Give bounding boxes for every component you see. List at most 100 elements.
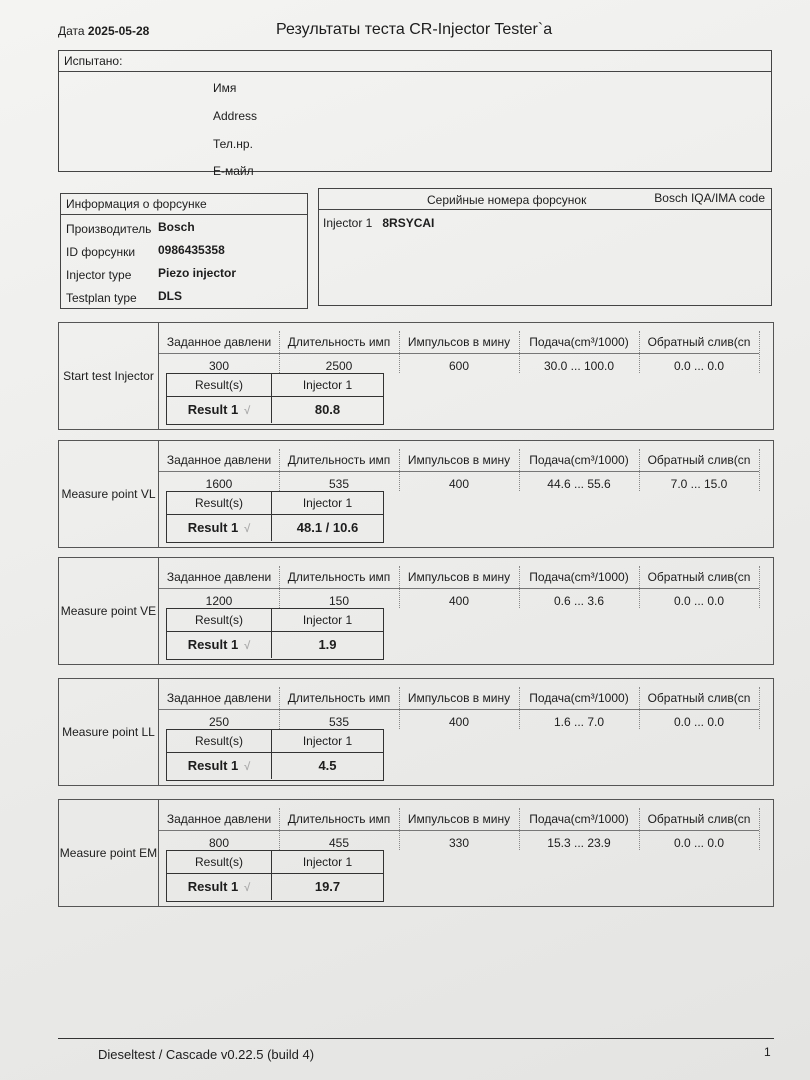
- param-value: 535: [328, 477, 350, 491]
- result-table: Result(s) Injector 1 Result 1 √ 19.7: [166, 850, 384, 902]
- footer: Dieseltest / Cascade v0.22.5 (build 4) 1: [58, 1038, 774, 1062]
- results-header: Result(s): [167, 492, 272, 515]
- result-value: 48.1 / 10.6: [296, 520, 359, 535]
- result-label-text: Result 1: [187, 520, 239, 535]
- info-value: 0986435358: [158, 243, 225, 257]
- param-column: Подача(cm³/1000) 1.6 ... 7.0: [519, 687, 640, 729]
- serials-header: Серийные номера форсунок Bosch IQA/IMA c…: [319, 189, 771, 210]
- param-header: Обратный слив(cn: [639, 566, 759, 589]
- test-block: Measure point VE Заданное давлени 1200 Д…: [58, 557, 774, 665]
- param-value: 535: [328, 715, 350, 729]
- result-label: Result 1 √: [167, 874, 272, 900]
- test-name: Measure point EM: [59, 800, 159, 906]
- info-value: DLS: [158, 289, 182, 303]
- param-header: Заданное давлени: [159, 331, 279, 354]
- param-value: 0.0 ... 0.0: [673, 715, 725, 729]
- param-value: 1.6 ... 7.0: [553, 715, 605, 729]
- param-column: Длительность имп 455: [279, 808, 400, 850]
- param-column: Обратный слив(cn 7.0 ... 15.0: [639, 449, 760, 491]
- injector-info-section: Информация о форсунке Производитель Bosc…: [60, 193, 308, 309]
- param-header: Длительность имп: [279, 449, 399, 472]
- param-table: Заданное давлени 1600 Длительность имп 5…: [159, 449, 773, 499]
- check-icon: √: [244, 640, 251, 652]
- serial-label: Injector 1: [323, 216, 373, 230]
- tested-title: Испытано:: [59, 51, 771, 72]
- param-column: Импульсов в мину 400: [399, 566, 520, 608]
- param-value: 400: [448, 477, 470, 491]
- param-header: Импульсов в мину: [399, 331, 519, 354]
- software-version: Dieseltest / Cascade v0.22.5 (build 4): [98, 1047, 315, 1062]
- serials-title: Серийные номера форсунок: [427, 193, 587, 207]
- param-column: Заданное давлени 800: [159, 808, 280, 850]
- result-table: Result(s) Injector 1 Result 1 √ 4.5: [166, 729, 384, 781]
- param-header: Обратный слив(cn: [639, 687, 759, 710]
- tested-address-label: Address: [213, 109, 258, 123]
- result-value: 80.8: [314, 402, 341, 417]
- param-table: Заданное давлени 300 Длительность имп 25…: [159, 331, 773, 381]
- result-label-text: Result 1: [187, 402, 239, 417]
- param-header: Длительность имп: [279, 331, 399, 354]
- injector-header: Injector 1: [272, 851, 383, 874]
- param-header: Длительность имп: [279, 566, 399, 589]
- param-column: Обратный слив(cn 0.0 ... 0.0: [639, 566, 760, 608]
- check-icon: √: [244, 405, 251, 417]
- page-title: Результаты теста CR-Injector Tester`a: [276, 21, 553, 38]
- param-column: Обратный слив(cn 0.0 ... 0.0: [639, 331, 760, 373]
- info-label: Производитель: [66, 222, 152, 236]
- param-column: Подача(cm³/1000) 30.0 ... 100.0: [519, 331, 640, 373]
- param-table: Заданное давлени 800 Длительность имп 45…: [159, 808, 773, 858]
- info-label: Testplan type: [66, 291, 137, 305]
- param-table: Заданное давлени 1200 Длительность имп 1…: [159, 566, 773, 616]
- result-value: 1.9: [318, 637, 337, 652]
- param-header: Подача(cm³/1000): [519, 808, 639, 831]
- param-value: 15.3 ... 23.9: [547, 836, 611, 850]
- param-value: 400: [448, 715, 470, 729]
- serials-section: Серийные номера форсунок Bosch IQA/IMA c…: [318, 188, 772, 306]
- param-table: Заданное давлени 250 Длительность имп 53…: [159, 687, 773, 737]
- param-column: Импульсов в мину 400: [399, 449, 520, 491]
- param-column: Обратный слив(cn 0.0 ... 0.0: [639, 808, 760, 850]
- result-table: Result(s) Injector 1 Result 1 √ 48.1 / 10…: [166, 491, 384, 543]
- param-header: Длительность имп: [279, 687, 399, 710]
- param-value: 0.0 ... 0.0: [673, 594, 725, 608]
- serial-row: Injector 1 8RSYCAI: [319, 210, 771, 236]
- param-value: 300: [208, 359, 230, 373]
- test-block: Measure point VL Заданное давлени 1600 Д…: [58, 440, 774, 548]
- param-header: Подача(cm³/1000): [519, 687, 639, 710]
- result-label: Result 1 √: [167, 753, 272, 779]
- param-column: Заданное давлени 250: [159, 687, 280, 729]
- test-block: Measure point LL Заданное давлени 250 Дл…: [58, 678, 774, 786]
- test-name: Measure point VE: [59, 558, 159, 664]
- param-column: Подача(cm³/1000) 44.6 ... 55.6: [519, 449, 640, 491]
- param-header: Заданное давлени: [159, 808, 279, 831]
- param-column: Импульсов в мину 400: [399, 687, 520, 729]
- param-value: 0.0 ... 0.0: [673, 359, 725, 373]
- param-column: Импульсов в мину 600: [399, 331, 520, 373]
- test-block: Start test Injector Заданное давлени 300…: [58, 322, 774, 430]
- param-header: Подача(cm³/1000): [519, 331, 639, 354]
- page-number: 1: [764, 1045, 771, 1059]
- result-value: 4.5: [318, 758, 337, 773]
- param-value: 330: [448, 836, 470, 850]
- param-header: Обратный слив(cn: [639, 331, 759, 354]
- results-header: Result(s): [167, 609, 272, 632]
- test-block: Measure point EM Заданное давлени 800 Дл…: [58, 799, 774, 907]
- param-value: 0.6 ... 3.6: [553, 594, 605, 608]
- injector-header: Injector 1: [272, 609, 383, 632]
- param-header: Импульсов в мину: [399, 687, 519, 710]
- param-value: 150: [328, 594, 350, 608]
- date: Дата 2025-05-28: [58, 24, 149, 38]
- param-value: 2500: [325, 359, 353, 373]
- check-icon: √: [244, 761, 251, 773]
- param-column: Длительность имп 150: [279, 566, 400, 608]
- param-header: Подача(cm³/1000): [519, 449, 639, 472]
- tested-email-label: E-майл: [213, 164, 254, 178]
- injector-header: Injector 1: [272, 374, 383, 397]
- test-name: Measure point LL: [59, 679, 159, 785]
- param-header: Обратный слив(cn: [639, 449, 759, 472]
- param-header: Заданное давлени: [159, 566, 279, 589]
- param-value: 400: [448, 594, 470, 608]
- result-table: Result(s) Injector 1 Result 1 √ 80.8: [166, 373, 384, 425]
- results-header: Result(s): [167, 851, 272, 874]
